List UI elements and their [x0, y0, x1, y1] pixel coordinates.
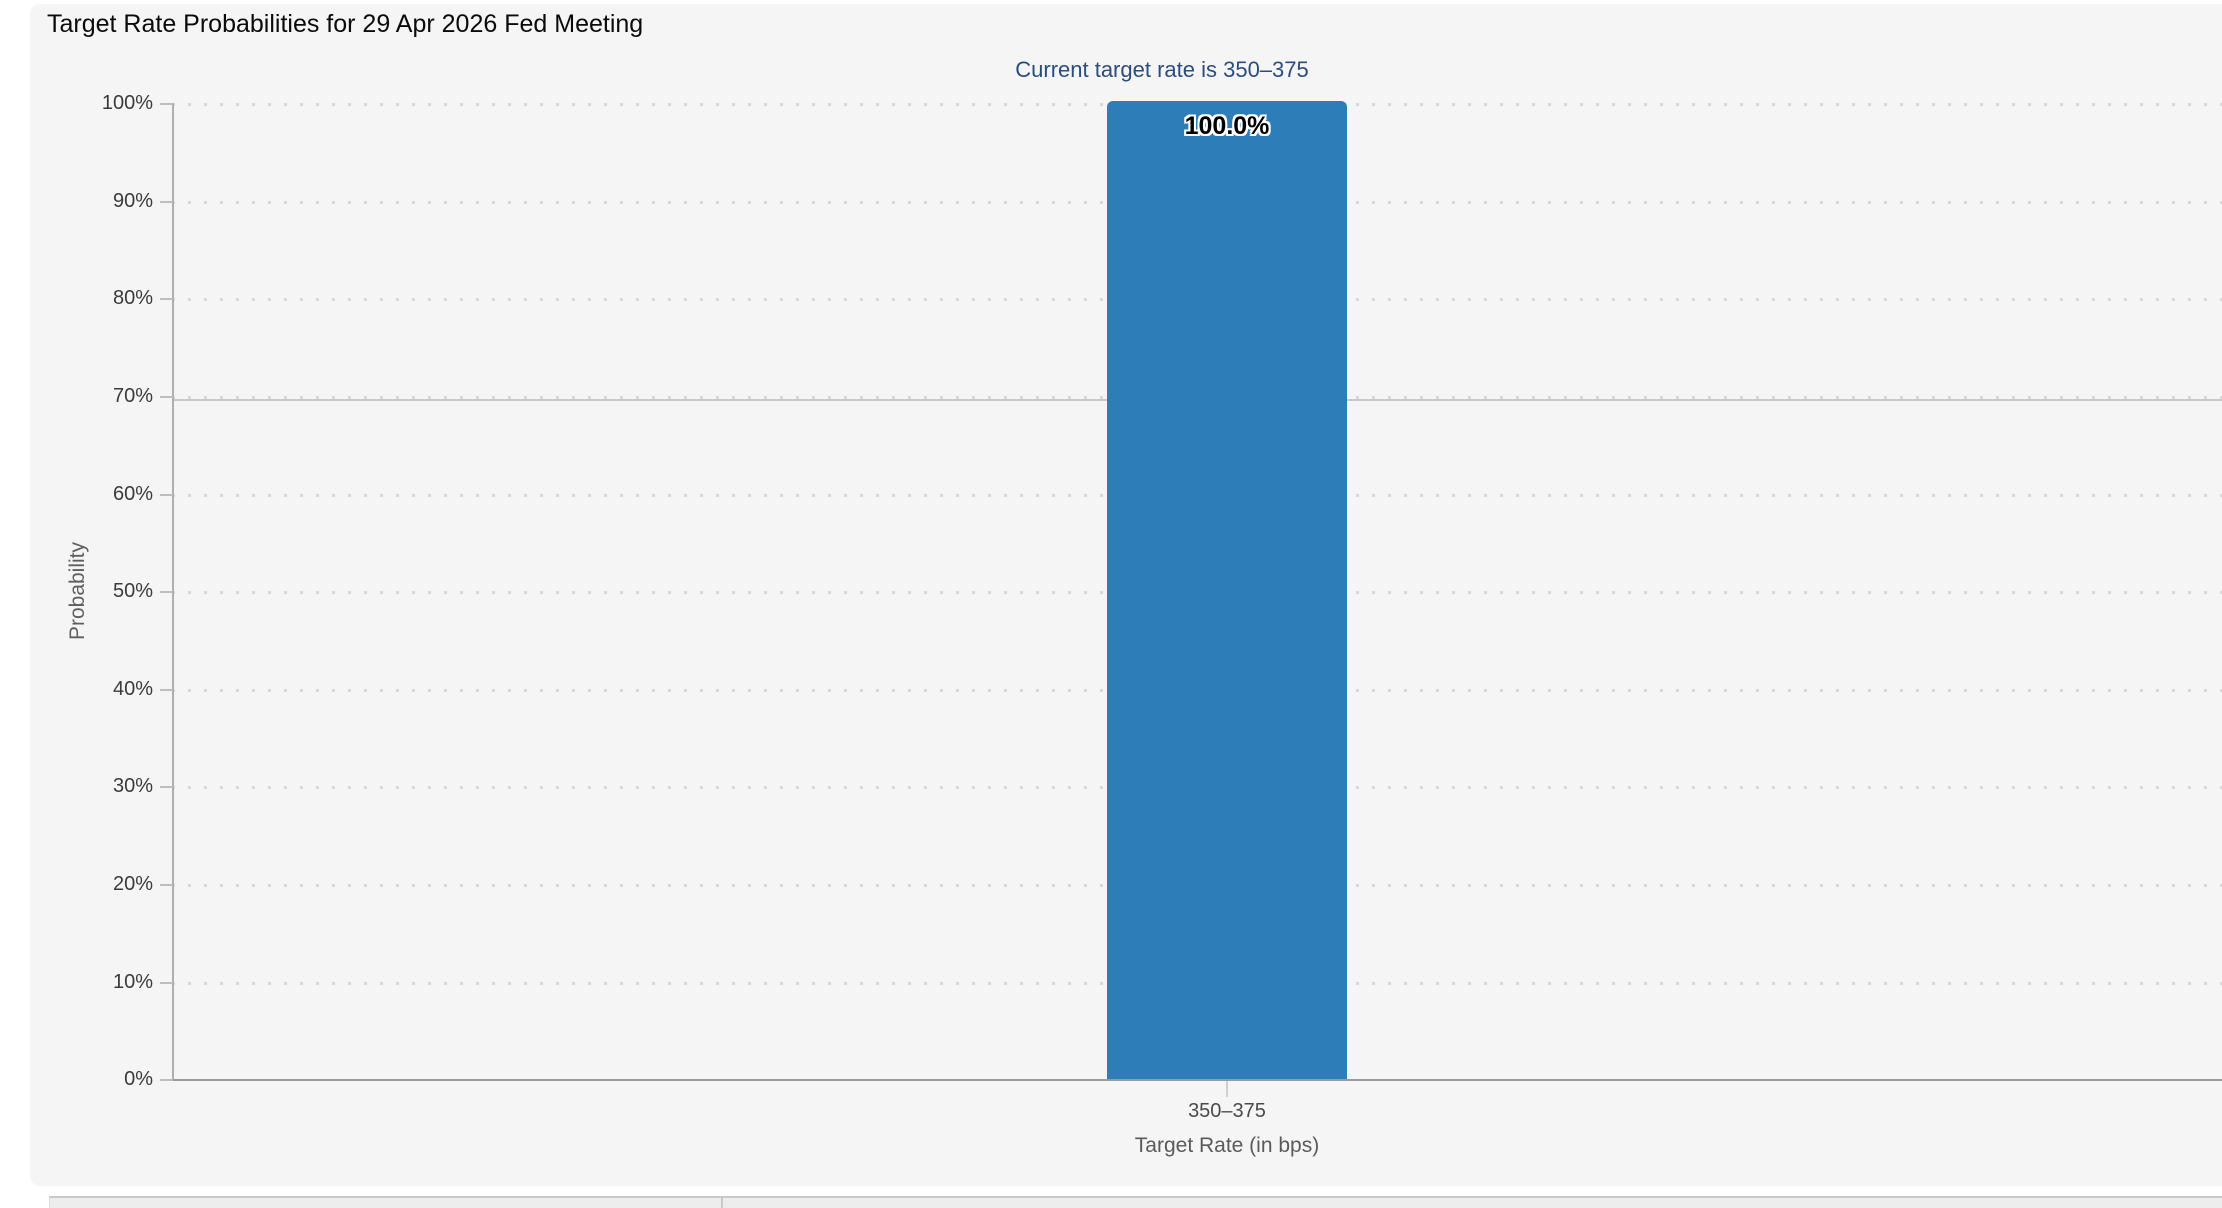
y-tick-label: 80% [112, 287, 153, 309]
chart-panel: Target Rate Probabilities for 29 Apr 202… [30, 4, 2222, 1186]
x-tick [1226, 1081, 1228, 1097]
y-tick-label: 40% [112, 678, 153, 700]
y-tick-label: 20% [112, 873, 153, 895]
y-tick [160, 884, 173, 886]
y-axis-line [172, 103, 174, 1080]
data-table-top-edge [49, 1196, 2222, 1208]
y-tick [160, 786, 173, 788]
y-tick [160, 1079, 173, 1081]
y-axis-title: Probability [66, 541, 89, 641]
bar-value-label: 100.0% [1184, 112, 1270, 140]
y-tick [160, 591, 173, 593]
x-axis-title: Target Rate (in bps) [1134, 1134, 1320, 1157]
y-tick-label: 10% [112, 971, 153, 993]
y-tick-label: 0% [124, 1068, 153, 1090]
y-tick [160, 689, 173, 691]
y-tick-label: 100% [101, 92, 153, 114]
y-tick-label: 90% [112, 190, 153, 212]
x-tick-label: 350–375 [1188, 1100, 1266, 1122]
chart-title: Target Rate Probabilities for 29 Apr 202… [47, 10, 644, 38]
probability-bar[interactable] [1107, 101, 1347, 1079]
y-tick [160, 982, 173, 984]
y-tick-label: 70% [112, 385, 153, 407]
y-tick-label: 50% [112, 580, 153, 602]
y-tick [160, 103, 173, 105]
y-tick-label: 60% [112, 483, 153, 505]
table-column-divider [721, 1198, 723, 1208]
y-tick [160, 494, 173, 496]
chart-subtitle: Current target rate is 350–375 [1015, 57, 1309, 82]
y-tick-label: 30% [112, 775, 153, 797]
y-tick [160, 298, 173, 300]
quikstrike-watermark [2112, 112, 2222, 272]
y-tick [160, 396, 173, 398]
y-tick [160, 201, 173, 203]
x-axis-line [172, 1079, 2222, 1081]
